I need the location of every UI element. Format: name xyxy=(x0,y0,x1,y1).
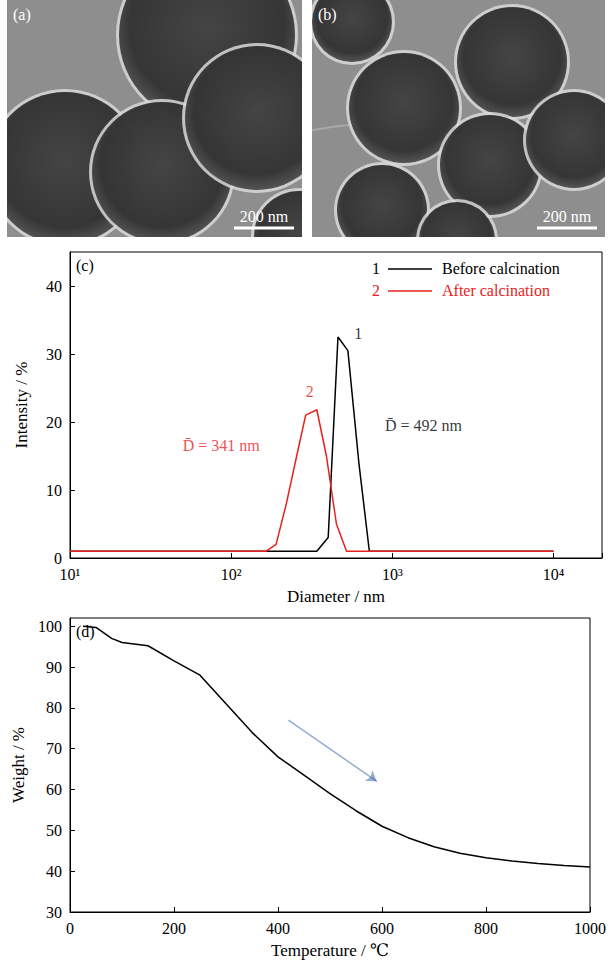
svg-text:80: 80 xyxy=(46,699,62,716)
svg-text:40: 40 xyxy=(46,278,62,295)
svg-text:(c): (c) xyxy=(76,257,94,275)
svg-text:After calcination: After calcination xyxy=(442,282,550,299)
svg-text:1: 1 xyxy=(372,260,380,277)
svg-text:40: 40 xyxy=(46,863,62,880)
svg-text:Diameter / nm: Diameter / nm xyxy=(287,587,385,606)
svg-text:D̄ = 492 nm: D̄ = 492 nm xyxy=(385,417,463,434)
svg-text:10²: 10² xyxy=(221,566,242,583)
svg-text:10¹: 10¹ xyxy=(60,566,81,583)
svg-text:100: 100 xyxy=(38,618,62,635)
svg-text:0: 0 xyxy=(66,920,74,937)
svg-text:(b): (b) xyxy=(318,6,337,24)
svg-text:1: 1 xyxy=(354,325,362,342)
svg-text:70: 70 xyxy=(46,740,62,757)
svg-text:(a): (a) xyxy=(13,6,31,24)
svg-text:400: 400 xyxy=(266,920,290,937)
svg-text:2: 2 xyxy=(306,383,314,400)
svg-text:200: 200 xyxy=(162,920,186,937)
svg-text:Before calcination: Before calcination xyxy=(442,260,560,277)
svg-text:10: 10 xyxy=(46,482,62,499)
svg-text:2: 2 xyxy=(372,282,380,299)
svg-text:1000: 1000 xyxy=(574,920,606,937)
svg-text:0: 0 xyxy=(54,550,62,567)
svg-text:10³: 10³ xyxy=(382,566,403,583)
svg-text:200 nm: 200 nm xyxy=(543,208,592,225)
svg-text:30: 30 xyxy=(46,346,62,363)
svg-text:60: 60 xyxy=(46,781,62,798)
svg-text:800: 800 xyxy=(474,920,498,937)
svg-text:600: 600 xyxy=(370,920,394,937)
svg-text:20: 20 xyxy=(46,414,62,431)
svg-text:D̄ = 341 nm: D̄ = 341 nm xyxy=(183,437,261,454)
svg-text:(d): (d) xyxy=(76,623,95,641)
svg-text:10⁴: 10⁴ xyxy=(543,566,565,583)
svg-text:90: 90 xyxy=(46,659,62,676)
svg-text:Intensity / %: Intensity / % xyxy=(12,362,31,449)
svg-text:Weight / %: Weight / % xyxy=(9,727,28,803)
svg-text:30: 30 xyxy=(46,904,62,921)
svg-text:Temperature / ℃: Temperature / ℃ xyxy=(271,941,389,960)
svg-text:50: 50 xyxy=(46,822,62,839)
svg-text:200 nm: 200 nm xyxy=(240,208,289,225)
